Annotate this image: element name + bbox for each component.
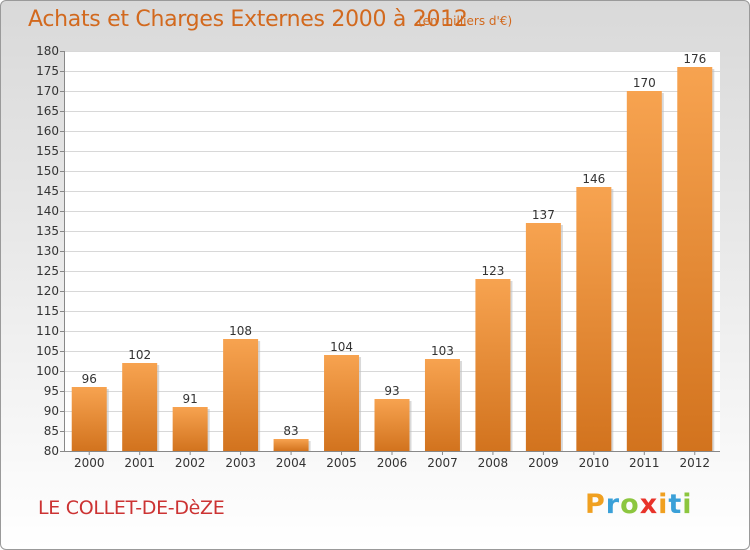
y-tick-label: 90: [44, 404, 59, 418]
bar: [172, 407, 208, 451]
bar-value-label: 83: [283, 424, 298, 438]
bar: [576, 187, 612, 451]
proxiti-logo: Proxiti: [585, 489, 693, 520]
bar-value-label: 146: [582, 172, 605, 186]
bar-value-label: 104: [330, 340, 353, 354]
y-tick-label: 125: [36, 264, 59, 278]
bar-value-label: 91: [183, 392, 198, 406]
y-tick-label: 105: [36, 344, 59, 358]
bar: [223, 339, 259, 451]
x-tick-label: 2005: [326, 456, 357, 470]
bar: [324, 355, 360, 451]
bar-value-label: 96: [82, 372, 97, 386]
y-tick-label: 115: [36, 304, 59, 318]
x-tick-label: 2007: [427, 456, 458, 470]
y-tick-label: 95: [44, 384, 59, 398]
y-tick-label: 150: [36, 164, 59, 178]
y-tick-label: 80: [44, 444, 59, 458]
y-tick-label: 135: [36, 224, 59, 238]
y-tick-label: 170: [36, 84, 59, 98]
logo-letter: o: [620, 489, 640, 520]
y-tick-label: 145: [36, 184, 59, 198]
bar-value-label: 108: [229, 324, 252, 338]
bar: [424, 359, 460, 451]
x-tick-label: 2003: [225, 456, 256, 470]
bar: [626, 91, 662, 451]
logo-letter: i: [658, 489, 669, 520]
bar: [677, 67, 713, 451]
y-tick-label: 160: [36, 124, 59, 138]
x-tick-label: 2008: [478, 456, 509, 470]
x-tick-label: 2004: [276, 456, 307, 470]
bar-value-label: 102: [128, 348, 151, 362]
bar: [273, 439, 309, 451]
bar: [374, 399, 410, 451]
y-tick-label: 85: [44, 424, 59, 438]
bar-value-label: 170: [633, 76, 656, 90]
y-tick-label: 165: [36, 104, 59, 118]
x-tick-label: 2002: [175, 456, 206, 470]
y-tick-label: 100: [36, 364, 59, 378]
y-tick-label: 140: [36, 204, 59, 218]
y-tick-label: 155: [36, 144, 59, 158]
place-name: LE COLLET-DE-DèZE: [38, 497, 225, 519]
bar: [525, 223, 561, 451]
x-tick-label: 2001: [124, 456, 155, 470]
logo-letter: P: [585, 489, 606, 520]
logo-letter: i: [682, 489, 693, 520]
bar-value-label: 93: [384, 384, 399, 398]
x-tick-label: 2011: [629, 456, 660, 470]
x-tick-label: 2006: [377, 456, 408, 470]
logo-letter: r: [605, 489, 621, 520]
bar: [71, 387, 107, 451]
bar: [475, 279, 511, 451]
bar-value-label: 103: [431, 344, 454, 358]
y-tick-label: 120: [36, 284, 59, 298]
logo-letter: t: [668, 489, 683, 520]
chart-title: Achats et Charges Externes 2000 à 2012: [28, 7, 468, 32]
logo-letter: x: [639, 489, 659, 520]
bar: [122, 363, 158, 451]
x-tick-label: 2000: [74, 456, 105, 470]
x-tick-label: 2009: [528, 456, 559, 470]
y-tick-label: 175: [36, 64, 59, 78]
bar-value-label: 123: [481, 264, 504, 278]
bar-value-label: 137: [532, 208, 555, 222]
x-tick-label: 2010: [579, 456, 610, 470]
x-tick-label: 2012: [679, 456, 710, 470]
chart-subtitle: (en milliers d'€): [418, 14, 513, 28]
y-tick-label: 130: [36, 244, 59, 258]
bar-value-label: 176: [683, 52, 706, 66]
y-tick-label: 180: [36, 44, 59, 58]
y-tick-label: 110: [36, 324, 59, 338]
